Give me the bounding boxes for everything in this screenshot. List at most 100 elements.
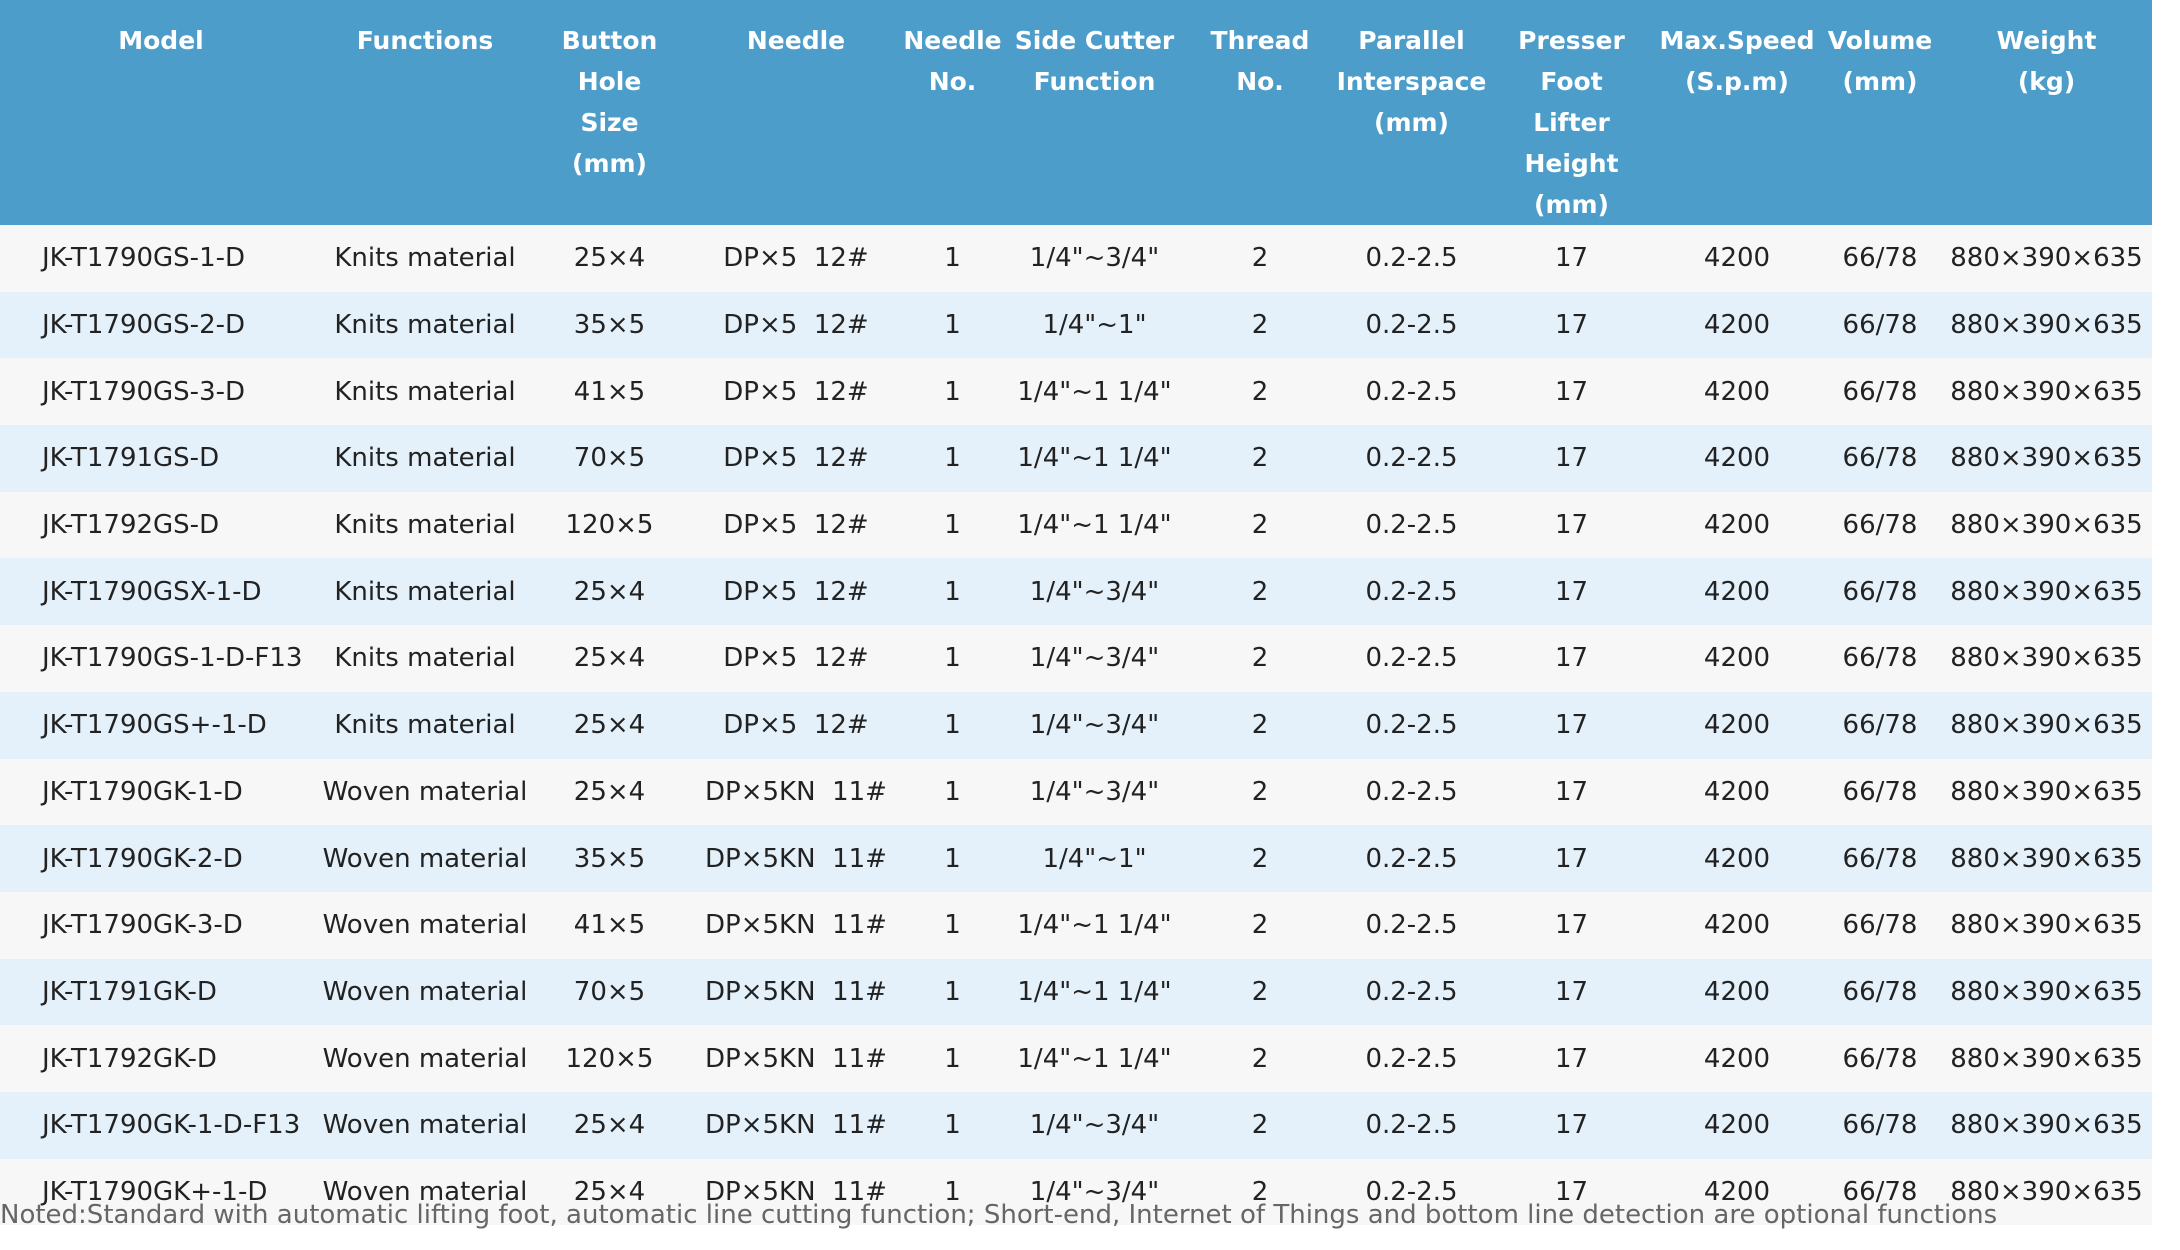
table-cell: 4200	[1655, 891, 1819, 959]
table-cell: DP×5KN 11#	[691, 825, 901, 892]
table-cell: 17	[1488, 958, 1655, 1026]
table-cell: 1/4"~1"	[1004, 825, 1185, 892]
table-cell: 2	[1185, 558, 1335, 626]
footnote: Noted:Standard with automatic lifting fo…	[0, 1200, 1998, 1230]
table-cell: JK-T1790GS+-1-D	[0, 691, 322, 759]
table-cell: 0.2-2.5	[1335, 491, 1488, 559]
table-cell: DP×5 12#	[691, 558, 901, 626]
table-cell: 0.2-2.5	[1335, 691, 1488, 759]
table-cell: JK-T1790GK-1-D	[0, 758, 322, 826]
table-cell: 25×4	[528, 1158, 691, 1226]
table-cell: Woven material	[322, 758, 528, 826]
table-cell: 4200	[1655, 291, 1819, 359]
table-cell: 1	[901, 1025, 1004, 1092]
table-cell: 0.2-2.5	[1335, 758, 1488, 826]
table-cell: 880×390×635	[1941, 558, 2152, 626]
table-cell: 4200	[1655, 1158, 1819, 1226]
header-cell: Needle No.	[901, 0, 1004, 225]
table-cell: 880×390×635	[1941, 1158, 2152, 1226]
table-cell: 17	[1488, 358, 1655, 426]
header-cell: Max.Speed (S.p.m)	[1655, 0, 1819, 225]
table-cell: 880×390×635	[1941, 691, 2152, 759]
table-cell: 17	[1488, 425, 1655, 492]
table-cell: 17	[1488, 891, 1655, 959]
table-cell: 41×5	[528, 891, 691, 959]
table-cell: 4200	[1655, 1025, 1819, 1092]
table-cell: 1/4"~3/4"	[1004, 625, 1185, 692]
table-row: JK-T1790GK-1-D-F13 Woven material 25×4 DP×5…	[0, 1091, 2152, 1159]
table-cell: 1/4"~1 1/4"	[1004, 958, 1185, 1026]
table-cell: 1	[901, 825, 1004, 892]
table-cell: JK-T1791GK-D	[0, 958, 322, 1026]
table-cell: 880×390×635	[1941, 358, 2152, 426]
table-cell: 880×390×635	[1941, 825, 2152, 892]
table-cell: 25×4	[528, 225, 691, 292]
table-cell: 0.2-2.5	[1335, 891, 1488, 959]
header-cell: Button Hole Size (mm)	[528, 0, 691, 225]
table-cell: 2	[1185, 625, 1335, 692]
table-cell: 880×390×635	[1941, 225, 2152, 292]
table-row: JK-T1791GK-D Woven material 70×5 DP×5KN 11#…	[0, 958, 2152, 1026]
table-row: JK-T1790GSX-1-D Knits material 25×4 DP×5 12…	[0, 558, 2152, 626]
table-cell: 1	[901, 691, 1004, 759]
table-cell: Knits material	[322, 625, 528, 692]
table-cell: 66/78	[1819, 958, 1941, 1026]
header-cell: Volume (mm)	[1819, 0, 1941, 225]
table-cell: 880×390×635	[1941, 291, 2152, 359]
table-cell: Knits material	[322, 691, 528, 759]
table-cell: 2	[1185, 491, 1335, 559]
table-cell: 0.2-2.5	[1335, 825, 1488, 892]
table-cell: 1	[901, 358, 1004, 426]
table-cell: 70×5	[528, 958, 691, 1026]
table-cell: 66/78	[1819, 358, 1941, 426]
table-cell: JK-T1790GK-1-D-F13	[0, 1091, 322, 1159]
table-cell: DP×5 12#	[691, 225, 901, 292]
table-cell: 17	[1488, 825, 1655, 892]
table-cell: 70×5	[528, 425, 691, 492]
table-cell: 1/4"~1 1/4"	[1004, 1025, 1185, 1092]
table-cell: 4200	[1655, 1091, 1819, 1159]
header-cell: Parallel Interspace (mm)	[1335, 0, 1488, 225]
table-cell: 1/4"~1 1/4"	[1004, 425, 1185, 492]
table-cell: 4200	[1655, 825, 1819, 892]
table-cell: JK-T1792GS-D	[0, 491, 322, 559]
table-cell: 880×390×635	[1941, 1091, 2152, 1159]
table-cell: 25×4	[528, 758, 691, 826]
table-cell: 66/78	[1819, 758, 1941, 826]
table-cell: 1	[901, 425, 1004, 492]
table-cell: DP×5 12#	[691, 291, 901, 359]
table-cell: Knits material	[322, 491, 528, 559]
table-cell: 2	[1185, 891, 1335, 959]
table-cell: 1	[901, 891, 1004, 959]
table-cell: 35×5	[528, 825, 691, 892]
table-cell: 17	[1488, 291, 1655, 359]
table-cell: JK-T1790GSX-1-D	[0, 558, 322, 626]
table-cell: 66/78	[1819, 558, 1941, 626]
table-cell: 2	[1185, 1158, 1335, 1226]
table-cell: Knits material	[322, 558, 528, 626]
table-cell: 1	[901, 558, 1004, 626]
table-cell: JK-T1792GK-D	[0, 1025, 322, 1092]
table-cell: 17	[1488, 691, 1655, 759]
table-cell: 1	[901, 491, 1004, 559]
table-cell: JK-T1790GS-3-D	[0, 358, 322, 426]
table-cell: 0.2-2.5	[1335, 1091, 1488, 1159]
table-cell: 4200	[1655, 491, 1819, 559]
table-cell: 880×390×635	[1941, 425, 2152, 492]
table-cell: 17	[1488, 758, 1655, 826]
table-cell: 66/78	[1819, 491, 1941, 559]
table-cell: 1/4"~3/4"	[1004, 1091, 1185, 1159]
table-cell: Knits material	[322, 425, 528, 492]
table-cell: Woven material	[322, 1025, 528, 1092]
table-cell: 2	[1185, 825, 1335, 892]
table-cell: Woven material	[322, 958, 528, 1026]
table-cell: JK-T1790GK+-1-D	[0, 1158, 322, 1226]
table-cell: 66/78	[1819, 1091, 1941, 1159]
table-cell: 0.2-2.5	[1335, 558, 1488, 626]
table-cell: 1	[901, 758, 1004, 826]
table-cell: 4200	[1655, 625, 1819, 692]
table-cell: 1	[901, 1158, 1004, 1226]
table-cell: 1/4"~1 1/4"	[1004, 358, 1185, 426]
table-cell: 1	[901, 1091, 1004, 1159]
